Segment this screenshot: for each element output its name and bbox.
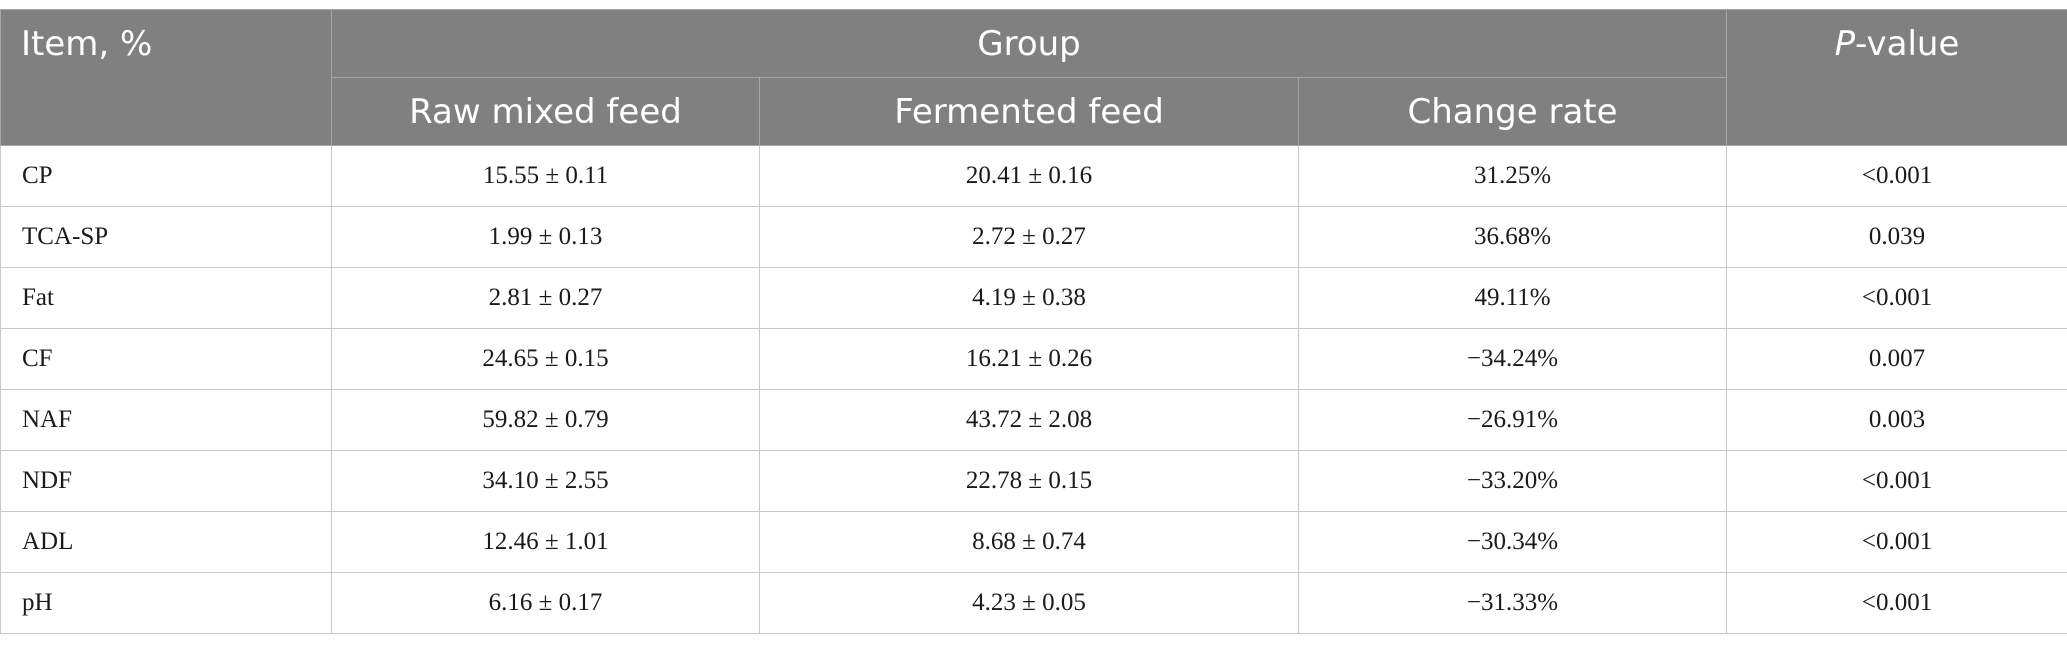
raw-feed-cell: 2.81 ± 0.27 (331, 267, 760, 329)
change-rate-cell: 36.68% (1297, 206, 1728, 268)
pvalue-cell: 0.007 (1726, 328, 2067, 390)
table-row: Fat 2.81 ± 0.27 4.19 ± 0.38 49.11% <0.00… (0, 267, 2067, 329)
pvalue-cell: <0.001 (1726, 572, 2067, 634)
fermented-feed-cell: 8.68 ± 0.74 (759, 511, 1299, 573)
raw-feed-cell: 15.55 ± 0.11 (331, 145, 760, 207)
item-cell: Fat (0, 267, 332, 329)
change-rate-cell: −34.24% (1297, 328, 1728, 390)
item-cell: CF (0, 328, 332, 390)
table-row: NAF 59.82 ± 0.79 43.72 ± 2.08 −26.91% 0.… (0, 389, 2067, 451)
raw-feed-cell: 12.46 ± 1.01 (331, 511, 760, 573)
pvalue-cell: <0.001 (1726, 267, 2067, 329)
item-column-header: Item, % (0, 9, 332, 146)
fermented-feed-cell: 22.78 ± 0.15 (759, 450, 1299, 512)
table-row: CF 24.65 ± 0.15 16.21 ± 0.26 −34.24% 0.0… (0, 328, 2067, 390)
change-rate-cell: 49.11% (1297, 267, 1728, 329)
raw-feed-cell: 34.10 ± 2.55 (331, 450, 760, 512)
item-cell: TCA-SP (0, 206, 332, 268)
pvalue-cell: <0.001 (1726, 450, 2067, 512)
change-rate-header: Change rate (1297, 77, 1728, 146)
group-column-header: Group (330, 9, 1728, 78)
pvalue-cell: 0.039 (1726, 206, 2067, 268)
pvalue-label-rest: -value (1855, 24, 1960, 64)
fermented-feed-cell: 43.72 ± 2.08 (759, 389, 1299, 451)
table-row: TCA-SP 1.99 ± 0.13 2.72 ± 0.27 36.68% 0.… (0, 206, 2067, 268)
data-table-container: Item, % Group P-value Raw mixed feed Fer… (0, 9, 2067, 634)
raw-feed-cell: 1.99 ± 0.13 (331, 206, 760, 268)
item-cell: ADL (0, 511, 332, 573)
pvalue-cell: <0.001 (1726, 511, 2067, 573)
fermented-feed-cell: 4.19 ± 0.38 (759, 267, 1299, 329)
pvalue-italic-label: P (1834, 24, 1856, 64)
raw-feed-cell: 59.82 ± 0.79 (331, 389, 760, 451)
item-cell: pH (0, 572, 332, 634)
raw-mixed-feed-header: Raw mixed feed (331, 77, 760, 146)
pvalue-column-header: P-value (1726, 9, 2067, 146)
table-row: NDF 34.10 ± 2.55 22.78 ± 0.15 −33.20% <0… (0, 450, 2067, 512)
table-header: Item, % Group P-value Raw mixed feed Fer… (0, 9, 2067, 146)
pvalue-cell: <0.001 (1726, 145, 2067, 207)
table-row: pH 6.16 ± 0.17 4.23 ± 0.05 −31.33% <0.00… (0, 572, 2067, 634)
fermented-feed-cell: 16.21 ± 0.26 (759, 328, 1299, 390)
item-cell: CP (0, 145, 332, 207)
change-rate-cell: −26.91% (1297, 389, 1728, 451)
raw-feed-cell: 6.16 ± 0.17 (331, 572, 760, 634)
fermented-feed-header: Fermented feed (759, 77, 1299, 146)
item-cell: NAF (0, 389, 332, 451)
feed-composition-table: Item, % Group P-value Raw mixed feed Fer… (0, 9, 2067, 634)
pvalue-cell: 0.003 (1726, 389, 2067, 451)
change-rate-cell: −31.33% (1297, 572, 1728, 634)
fermented-feed-cell: 4.23 ± 0.05 (759, 572, 1299, 634)
change-rate-cell: −30.34% (1297, 511, 1728, 573)
table-body: CP 15.55 ± 0.11 20.41 ± 0.16 31.25% <0.0… (0, 145, 2067, 634)
change-rate-cell: 31.25% (1297, 145, 1728, 207)
table-row: CP 15.55 ± 0.11 20.41 ± 0.16 31.25% <0.0… (0, 145, 2067, 207)
raw-feed-cell: 24.65 ± 0.15 (331, 328, 760, 390)
fermented-feed-cell: 2.72 ± 0.27 (759, 206, 1299, 268)
table-row: ADL 12.46 ± 1.01 8.68 ± 0.74 −30.34% <0.… (0, 511, 2067, 573)
fermented-feed-cell: 20.41 ± 0.16 (759, 145, 1299, 207)
change-rate-cell: −33.20% (1297, 450, 1728, 512)
item-cell: NDF (0, 450, 332, 512)
